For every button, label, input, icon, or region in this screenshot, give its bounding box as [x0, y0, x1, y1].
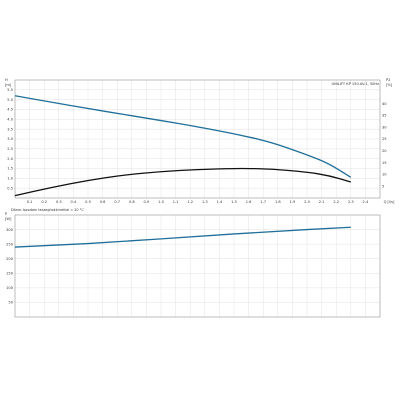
- top-left-tick-7: 4.0: [7, 118, 13, 122]
- top-x-tick-0: 0.1: [27, 200, 33, 204]
- top-right-tick-0: 5: [382, 184, 384, 188]
- bottom-left-tick-0: 50: [8, 301, 13, 305]
- top-right-tick-1: 10: [382, 173, 387, 177]
- top-x-tick-14: 1.5: [231, 200, 237, 204]
- top-x-tick-2: 0.3: [56, 200, 62, 204]
- top-left-tick-2: 1.5: [7, 167, 13, 171]
- top-left-unit-symbol: H: [5, 78, 8, 82]
- top-right-tick-6: 35: [382, 114, 387, 118]
- top-x-tick-1: 0.2: [41, 200, 47, 204]
- top-x-tick-23: 2.4: [363, 200, 369, 204]
- top-x-tick-18: 1.9: [290, 200, 296, 204]
- top-x-tick-11: 1.2: [187, 200, 193, 204]
- top-x-tick-4: 0.5: [85, 200, 91, 204]
- top-x-tick-12: 1.3: [202, 200, 208, 204]
- top-right-tick-4: 25: [382, 137, 387, 141]
- bottom-left-tick-5: 300: [6, 228, 14, 232]
- top-right-tick-5: 30: [382, 125, 387, 129]
- bottom-left-tick-3: 200: [6, 257, 14, 261]
- top-right-tick-2: 15: [382, 161, 387, 165]
- top-left-unit: [m]: [5, 83, 12, 87]
- top-x-tick-15: 1.6: [246, 200, 252, 204]
- top-x-unit: Q [l/s]: [384, 200, 395, 204]
- top-right-tick-7: 40: [382, 102, 387, 106]
- top-x-tick-13: 1.4: [217, 200, 223, 204]
- top-left-tick-0: 0.5: [7, 186, 13, 190]
- top-x-tick-9: 1.0: [158, 200, 164, 204]
- top-x-tick-20: 2.1: [319, 200, 325, 204]
- top-left-tick-3: 2.0: [7, 157, 13, 161]
- top-x-tick-8: 0.9: [144, 200, 150, 204]
- bottom-left-tick-4: 250: [6, 242, 14, 246]
- power-curve-chart: 50 100 150 200 250 300 P[W] Dilam: boszben tesz…: [5, 208, 381, 318]
- top-series-line-0: [14, 95, 352, 178]
- top-right-unit-symbol: P2: [386, 78, 390, 82]
- top-x-tick-22: 2.3: [348, 200, 354, 204]
- top-left-tick-4: 2.5: [7, 147, 13, 151]
- top-left-tick-8: 4.5: [7, 108, 13, 112]
- top-x-tick-10: 1.1: [173, 200, 179, 204]
- top-legend-label: UNILIFT KP 150.AV.1, 50Hz: [331, 82, 379, 86]
- bottom-left-tick-1: 100: [6, 286, 14, 290]
- top-right-tick-3: 20: [382, 149, 387, 153]
- top-x-tick-3: 0.4: [71, 200, 77, 204]
- top-right-unit: [%]: [386, 83, 393, 87]
- bottom-left-tick-2: 150: [6, 271, 14, 275]
- top-left-tick-6: 3.5: [7, 127, 13, 131]
- top-series-line-1: [14, 167, 351, 197]
- top-left-tick-10: 5.5: [7, 88, 13, 92]
- pump-curve-chart: 0.5 1.0 1.5 2.0 2.5 3.0 3.5 4.0 4.5 5.0 5.5 5 10 15 20…: [5, 78, 395, 204]
- medium-temperature-note: Dilam: boszben teszeghokkirrelkal = 20 °…: [11, 208, 84, 212]
- top-x-tick-5: 0.6: [100, 200, 106, 204]
- top-x-tick-19: 2.0: [304, 200, 310, 204]
- bottom-series-line-0: [14, 226, 351, 248]
- top-x-tick-16: 1.7: [260, 200, 266, 204]
- top-left-tick-9: 5.0: [7, 98, 13, 102]
- top-x-tick-17: 1.8: [275, 200, 281, 204]
- top-x-tick-6: 0.7: [114, 200, 120, 204]
- bottom-left-unit-symbol: P: [5, 212, 8, 216]
- bottom-left-unit: [W]: [5, 217, 12, 221]
- top-x-tick-21: 2.2: [333, 200, 339, 204]
- top-x-tick-7: 0.8: [129, 200, 135, 204]
- top-plot-frame: [14, 79, 381, 199]
- top-left-tick-5: 3.0: [7, 137, 13, 141]
- bottom-plot-frame: [14, 214, 381, 318]
- top-left-tick-1: 1.0: [7, 177, 13, 181]
